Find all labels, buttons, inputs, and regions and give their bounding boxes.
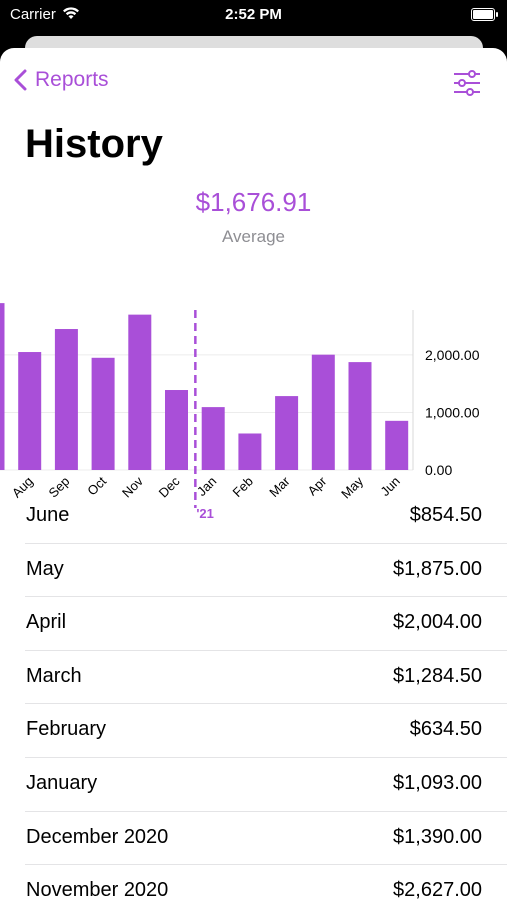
list-item[interactable]: May $1,875.00 — [0, 544, 507, 598]
status-bar: Carrier 2:52 PM — [0, 0, 507, 30]
bar-nov[interactable] — [128, 314, 152, 470]
list-item[interactable]: January $1,093.00 — [0, 758, 507, 812]
amount-value: $854.50 — [409, 504, 482, 526]
amount-value: $1,093.00 — [393, 771, 482, 794]
list-item[interactable]: June $854.50 — [0, 490, 507, 544]
month-label: April — [26, 611, 67, 634]
month-label: December 2020 — [26, 825, 169, 848]
amount-value: $2,004.00 — [393, 611, 482, 634]
status-time: 2:52 PM — [225, 6, 282, 23]
bar-dec[interactable] — [165, 390, 188, 470]
back-button[interactable]: Reports — [14, 68, 109, 92]
bar-jun[interactable] — [385, 420, 409, 470]
bar-mar[interactable] — [275, 396, 299, 470]
list-item[interactable]: December 2020 $1,390.00 — [0, 812, 507, 866]
chevron-left-icon — [14, 69, 27, 91]
list-item[interactable]: February $634.50 — [0, 704, 507, 758]
bar-jan[interactable] — [201, 407, 225, 470]
average-value: $1,676.91 — [195, 187, 312, 217]
amount-value: $1,284.50 — [393, 664, 482, 687]
month-label: June — [26, 504, 70, 526]
amount-value: $634.50 — [409, 718, 482, 741]
month-label: February — [26, 718, 107, 741]
history-sheet: Reports History $1,676.91 Average 2,000.… — [0, 48, 507, 908]
battery-icon — [471, 8, 498, 21]
history-bar-chart[interactable]: 2,000.001,000.000.00JulAugSepOctNovDecJa… — [0, 246, 507, 526]
list-item[interactable]: March $1,284.50 — [0, 651, 507, 705]
back-label: Reports — [35, 68, 109, 91]
history-list: June $854.50 May $1,875.00 April $2,004.00 Mar… — [0, 490, 507, 908]
carrier-label: Carrier — [10, 6, 56, 23]
y-tick-label: 2,000.00 — [425, 347, 480, 363]
month-label: January — [26, 771, 98, 794]
month-label: May — [26, 557, 64, 580]
list-item[interactable]: April $2,004.00 — [0, 597, 507, 651]
month-label: March — [26, 664, 82, 687]
month-label: November 2020 — [26, 879, 169, 902]
filter-button[interactable] — [453, 70, 481, 101]
amount-value: $1,390.00 — [393, 825, 482, 848]
wifi-icon — [63, 7, 79, 19]
sliders-icon — [454, 70, 480, 96]
amount-value: $1,875.00 — [393, 557, 482, 580]
bar-aug[interactable] — [18, 352, 42, 470]
page-title: History — [25, 122, 163, 166]
average-label: Average — [221, 227, 285, 246]
bar-sep[interactable] — [54, 329, 78, 470]
list-item[interactable]: November 2020 $2,627.00 — [0, 865, 507, 908]
year-marker-label: '21 — [196, 506, 214, 521]
bar-apr[interactable] — [311, 354, 335, 470]
y-tick-label: 0.00 — [425, 462, 452, 478]
amount-value: $2,627.00 — [393, 879, 482, 902]
bar-may[interactable] — [348, 362, 372, 470]
y-tick-label: 1,000.00 — [425, 404, 480, 420]
bar-feb[interactable] — [238, 433, 262, 470]
bar-oct[interactable] — [91, 357, 115, 470]
bar-jul[interactable] — [0, 303, 5, 470]
